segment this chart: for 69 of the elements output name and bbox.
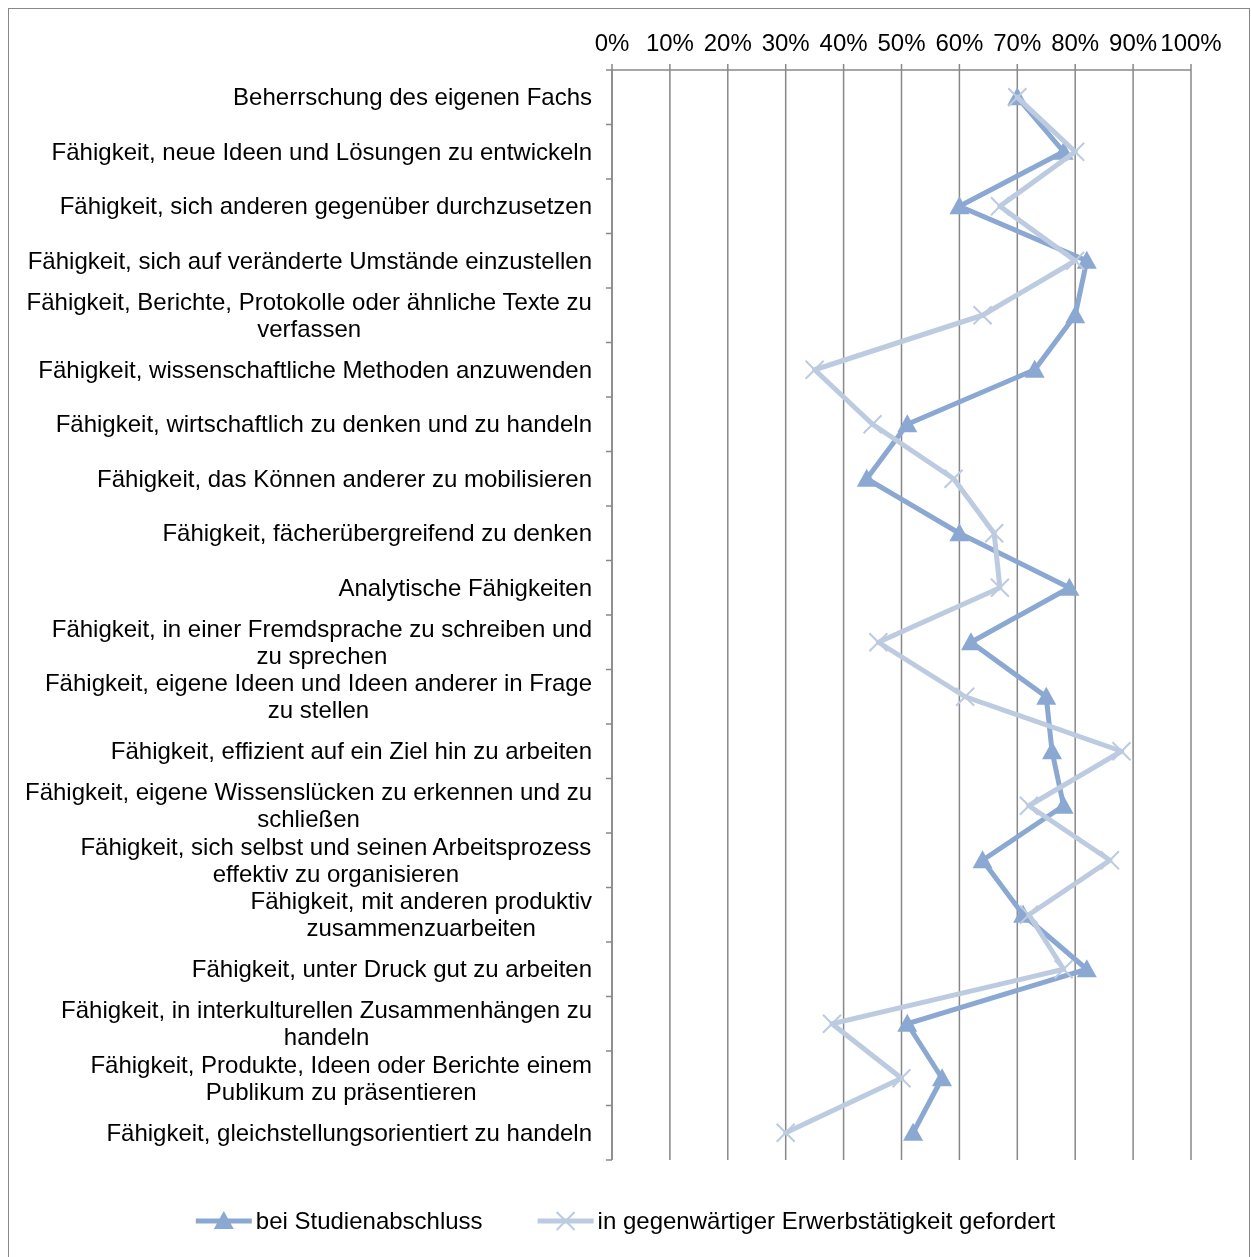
x-tick-label: 50% <box>877 29 926 56</box>
point <box>862 414 883 435</box>
legend-label: bei Studienabschluss <box>255 1207 483 1234</box>
point <box>1099 850 1120 871</box>
point <box>1053 959 1074 980</box>
point <box>822 1013 843 1034</box>
y-tick-label: Fähigkeit, sich selbst und seinen Arbeitsprozess effektiv zu organisieren <box>80 832 592 887</box>
point <box>984 523 1005 544</box>
point <box>960 632 981 651</box>
x-tick-label: 60% <box>935 29 984 56</box>
point <box>868 632 889 653</box>
point <box>1036 686 1057 705</box>
point <box>903 1122 924 1141</box>
y-tick-label: Fähigkeit, in einer Fremdsprache zu schreiben und zu sprechen <box>51 614 592 669</box>
y-tick-label: Fähigkeit, effizient auf ein Ziel hin zu arbeiten <box>110 737 592 765</box>
point <box>943 468 964 489</box>
y-tick-label: Fähigkeit, mit anderen produktiv zusammenzuarbeiten <box>250 887 592 942</box>
x-tick-label: 20% <box>703 29 752 56</box>
x-tick-label: 10% <box>645 29 694 56</box>
legend-label: in gegenwärtiger Erwerbstätigkeit gefordert <box>597 1207 1056 1234</box>
x-tick-label: 0% <box>594 29 630 56</box>
point <box>856 468 877 487</box>
y-tick-label: Analytische Fähigkeiten <box>338 573 592 601</box>
point <box>972 850 993 869</box>
point <box>1076 959 1097 978</box>
point <box>989 577 1010 598</box>
y-tick-label: Fähigkeit, unter Druck gut zu arbeiten <box>191 955 593 983</box>
point <box>897 414 918 433</box>
y-tick-label: Fähigkeit, gleichstellungsorientiert zu handeln <box>106 1118 592 1146</box>
point <box>1111 741 1132 762</box>
y-tick-label: Fähigkeit, fächerübergreifend zu denken <box>162 519 592 547</box>
point <box>1018 904 1039 925</box>
y-tick-label: Fähigkeit, neue Ideen und Lösungen zu entwickeln <box>51 137 592 165</box>
y-tick-label: Fähigkeit, Berichte, Protokolle oder ähnliche Texte zu verfassen <box>26 287 592 342</box>
y-tick-label: Fähigkeit, wissenschaftliche Methoden anzuwenden <box>38 355 592 383</box>
x-tick-label: 40% <box>819 29 868 56</box>
x-tick-label: 80% <box>1051 29 1100 56</box>
point <box>989 196 1010 217</box>
point <box>1024 359 1045 378</box>
point <box>955 686 976 707</box>
y-tick-label: Fähigkeit, sich auf veränderte Umstände einzustellen <box>27 246 592 274</box>
point <box>897 1013 918 1032</box>
point <box>1065 250 1086 271</box>
point <box>775 1122 796 1143</box>
point <box>1059 577 1080 596</box>
y-tick-label: Fähigkeit, wirtschaftlich zu denken und zu handeln <box>55 410 592 438</box>
point <box>891 1068 912 1089</box>
point <box>949 523 970 542</box>
point <box>1065 305 1086 324</box>
y-tick-label: Fähigkeit, eigene Ideen und Ideen anderer in Frage zu stellen <box>44 669 592 724</box>
y-tick-label: Fähigkeit, das Können anderer zu mobilisieren <box>97 464 592 492</box>
point <box>1076 250 1097 269</box>
y-tick-label: Beherrschung des eigenen Fachs <box>233 83 592 111</box>
point <box>804 359 825 380</box>
y-tick-label: Fähigkeit, Produkte, Ideen oder Berichte einem Publikum zu präsentieren <box>90 1050 592 1105</box>
x-tick-label: 90% <box>1109 29 1158 56</box>
point <box>932 1068 953 1087</box>
x-tick-label: 100% <box>1160 29 1222 56</box>
point <box>1018 795 1039 816</box>
point <box>1042 741 1063 760</box>
point <box>972 305 993 326</box>
x-tick-label: 30% <box>761 29 810 56</box>
x-tick-label: 70% <box>993 29 1042 56</box>
point <box>1053 795 1074 814</box>
y-tick-label: Fähigkeit, sich anderen gegenüber durchzusetzen <box>59 192 593 220</box>
point <box>949 196 970 215</box>
point <box>1065 141 1086 162</box>
y-tick-label: Fähigkeit, in interkulturellen Zusammenhängen zu handeln <box>61 996 592 1051</box>
y-tick-label: Fähigkeit, eigene Wissenslücken zu erkennen und zu schließen <box>25 778 592 833</box>
